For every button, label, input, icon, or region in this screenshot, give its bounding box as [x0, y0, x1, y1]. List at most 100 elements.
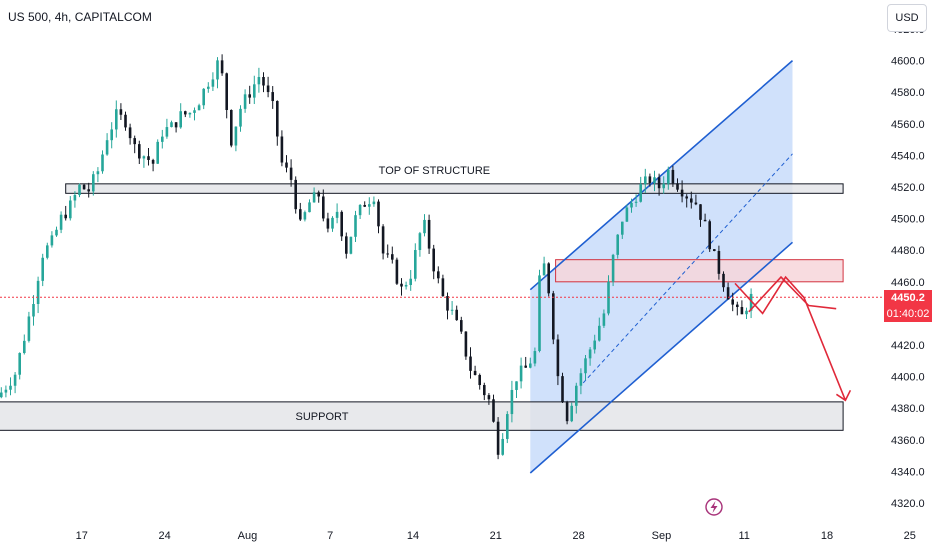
candle-body [547, 263, 550, 294]
candle-body [211, 79, 215, 87]
candle-body [708, 221, 711, 250]
candle-body [239, 108, 242, 127]
candle-body [119, 109, 123, 115]
candle-body [207, 86, 210, 89]
candle-body [363, 205, 366, 207]
y-tick-label: 4460.0 [891, 277, 925, 289]
candle-body [276, 101, 279, 137]
candle-body [556, 339, 560, 377]
candle-body [133, 138, 136, 145]
candle-body [515, 381, 518, 390]
y-tick-label: 4420.0 [891, 340, 925, 352]
candle-body [50, 235, 54, 246]
lightning-icon [705, 498, 723, 516]
candle-body [87, 189, 90, 192]
candle-body [703, 219, 707, 222]
candle-body [151, 159, 155, 164]
candle-body [243, 94, 247, 109]
candle-body [345, 236, 348, 254]
candle-body [326, 218, 330, 229]
candle-body [331, 217, 334, 229]
candle-body [18, 353, 21, 375]
candle-body [749, 293, 753, 311]
candle-body [460, 320, 463, 332]
candle-body [142, 156, 146, 159]
candle-body [317, 192, 320, 197]
candle-body [699, 204, 702, 220]
candle-body [579, 373, 583, 386]
candle-body [174, 122, 178, 128]
candle-body [644, 176, 647, 185]
candle-body [529, 363, 532, 368]
candle-body [414, 250, 417, 279]
candle-body [570, 405, 573, 422]
candle-body [395, 259, 399, 284]
candle-body [147, 156, 150, 160]
y-tick-label: 4380.0 [891, 403, 925, 415]
candle-body [694, 202, 698, 205]
candle-body [335, 211, 339, 218]
candle-body [188, 112, 192, 115]
candle-body [280, 136, 284, 163]
candle-body [138, 144, 141, 159]
y-tick-label: 4560.0 [891, 119, 925, 131]
y-tick-label: 4480.0 [891, 245, 925, 257]
candle-body [27, 316, 31, 341]
x-tick-label: 7 [327, 530, 333, 542]
candle-body [216, 60, 219, 80]
candle-body [722, 273, 725, 288]
candle-body [437, 271, 440, 279]
candle-body [409, 278, 412, 285]
candle-body [349, 236, 353, 254]
channel-mid-line [582, 153, 793, 384]
candle-body [312, 192, 316, 203]
candle-body [4, 389, 8, 393]
resistance-zone [555, 259, 844, 283]
candle-body [639, 184, 642, 202]
candle-body [381, 226, 385, 254]
candle-body [124, 114, 127, 128]
candle-body [593, 340, 596, 350]
candle-body [299, 209, 302, 220]
candle-body [625, 207, 629, 222]
candle-body [400, 283, 403, 287]
candle-body [115, 109, 118, 130]
candle-body [616, 234, 619, 255]
currency-button[interactable]: USD [887, 4, 927, 32]
candle-body [59, 214, 63, 230]
candle-body [285, 162, 288, 168]
candle-body [657, 177, 661, 189]
candle-body [648, 176, 652, 183]
candle-body [575, 385, 578, 406]
candle-body [736, 304, 739, 308]
candle-body [248, 94, 251, 98]
candle-body [717, 251, 721, 274]
candle-body [289, 167, 293, 180]
candle-body [262, 76, 265, 86]
candle-body [487, 395, 491, 400]
candle-body [621, 221, 624, 235]
y-tick-label: 4580.0 [891, 87, 925, 99]
candle-body [634, 201, 638, 203]
candle-body [41, 257, 44, 281]
candle-body [253, 84, 256, 98]
candle-body [469, 356, 472, 371]
candle-body [386, 253, 389, 255]
candle-body [446, 296, 449, 311]
candle-body [588, 349, 592, 359]
y-tick-label: 4340.0 [891, 466, 925, 478]
candle-body [101, 154, 104, 172]
candle-body [165, 127, 169, 137]
x-tick-label: 17 [76, 530, 88, 542]
y-tick-label: 4400.0 [891, 372, 925, 384]
candle-body [745, 310, 748, 315]
candle-body [73, 195, 77, 201]
candle-body [450, 309, 454, 311]
candle-body [496, 421, 500, 455]
candle-body [423, 219, 426, 234]
x-tick-label: 11 [738, 530, 749, 542]
candle-body [161, 136, 164, 142]
y-tick-label: 4500.0 [891, 214, 925, 226]
candle-body [36, 280, 40, 304]
